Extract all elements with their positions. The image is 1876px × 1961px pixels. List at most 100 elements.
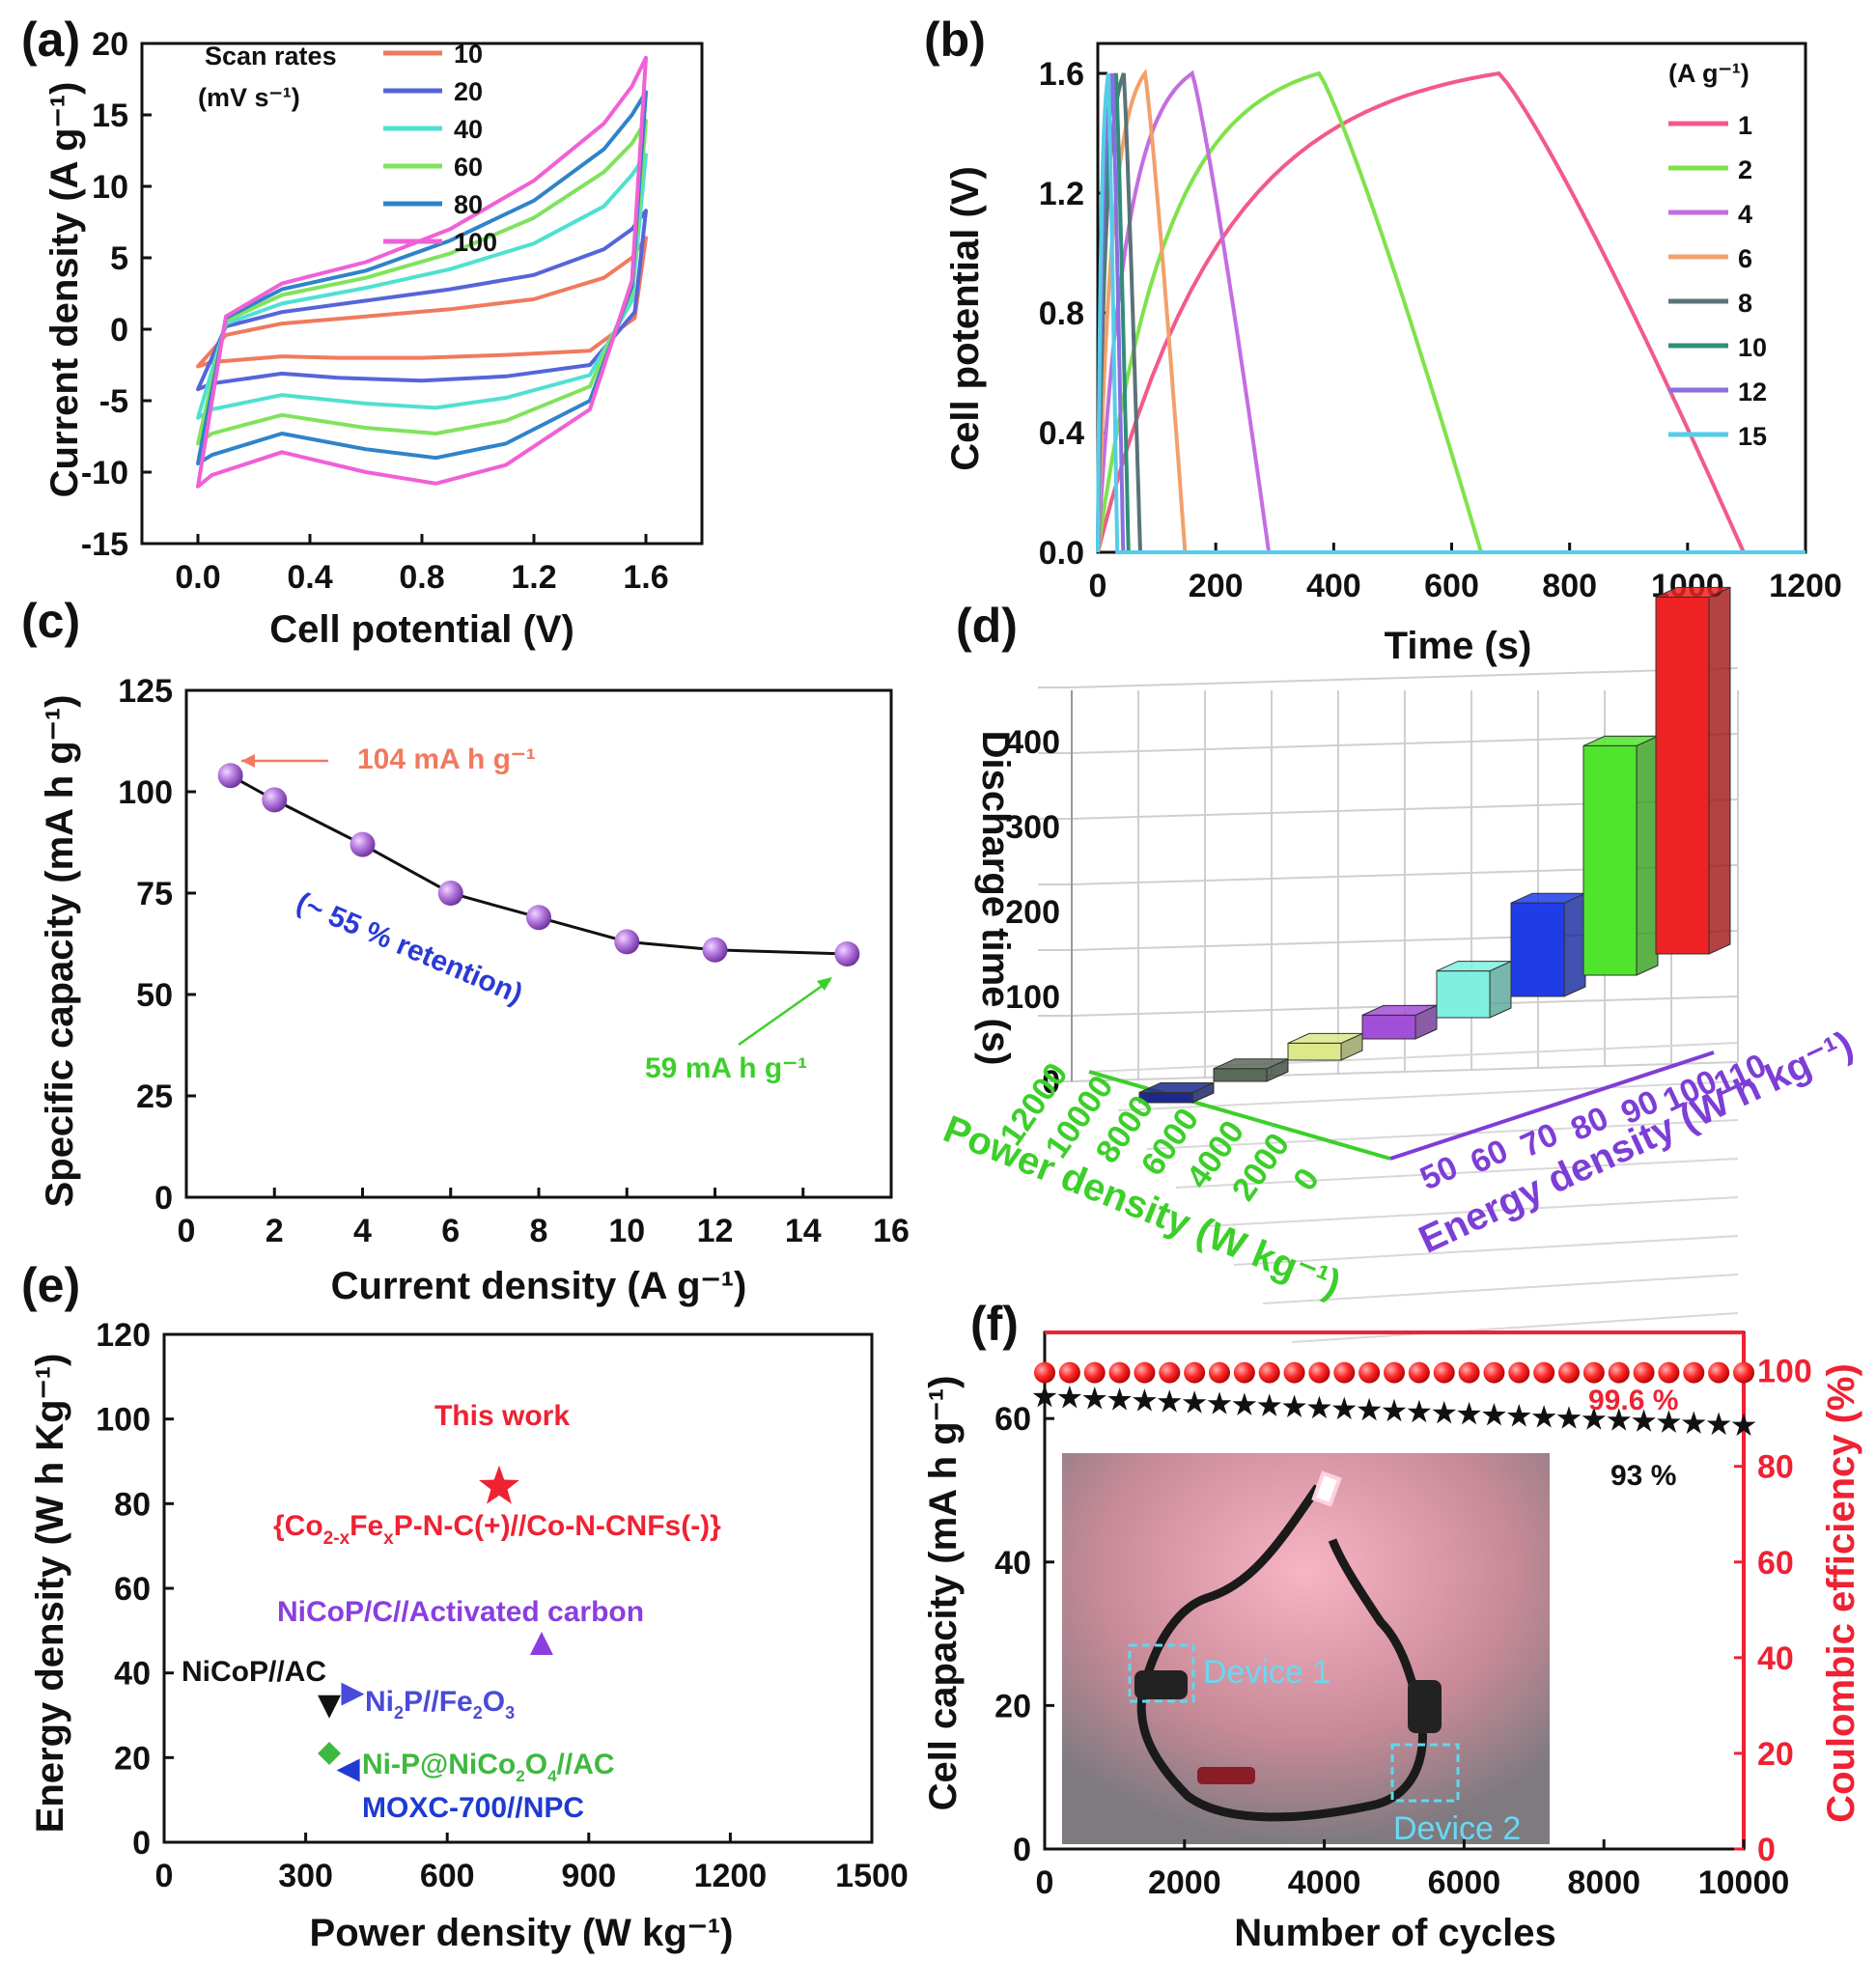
efficiency-point [1533, 1361, 1555, 1384]
capacity-point [834, 941, 860, 966]
x-tick-label: 2 [266, 1213, 284, 1249]
capacity-star [1706, 1412, 1731, 1436]
formula-part: Fe [350, 1510, 383, 1542]
inset-wire [1136, 1484, 1427, 1822]
capacity-star [1257, 1393, 1282, 1416]
inset-led [1311, 1471, 1342, 1507]
x-tick-label: 1200 [1769, 568, 1842, 604]
capacity-point [614, 929, 640, 955]
y-tick-label: 80 [114, 1486, 151, 1523]
floor-line [1291, 1312, 1739, 1343]
x-tick-label: 6000 [1428, 1864, 1501, 1901]
y-tick-label: 0 [132, 1825, 151, 1862]
panel-d: (d) 010020030040012000100008000600040002… [938, 586, 1860, 1343]
panel-label-a: (a) [21, 13, 80, 67]
efficiency-point [1159, 1361, 1181, 1384]
y-tick-label: 0.4 [1039, 415, 1084, 452]
point-marker [318, 1741, 342, 1765]
power-tick-label: 0 [1286, 1162, 1327, 1197]
gcd-curves [1096, 68, 1806, 554]
capacity-star [1182, 1390, 1207, 1414]
y-tick-label: 0.8 [1039, 295, 1084, 332]
efficiency-point [1733, 1361, 1754, 1384]
capacity-star [1382, 1398, 1407, 1422]
bar-front [1361, 1014, 1416, 1040]
x-tick-label: 1.2 [511, 559, 556, 596]
capacity-star [1556, 1406, 1582, 1429]
annotation-retention-f: 93 % [1610, 1460, 1676, 1492]
legend-label: 10 [454, 40, 483, 69]
energy-axis [1389, 1051, 1715, 1161]
y-tick-label: 0.0 [1039, 535, 1084, 572]
y-tick-label: 25 [136, 1079, 173, 1115]
x-tick-label: 200 [1189, 568, 1244, 604]
capacity-star [1307, 1395, 1331, 1419]
bar-side-shade [1267, 1058, 1288, 1081]
y-tick-label: 60 [114, 1571, 151, 1608]
efficiency-point [1083, 1361, 1106, 1384]
bar-top [1655, 586, 1731, 598]
plot-frame-c [184, 688, 893, 1199]
annotation-arrowhead-59 [817, 977, 832, 991]
x-axis-label-a: Cell potential (V) [269, 608, 574, 651]
bar-front [1510, 902, 1565, 997]
y-tick-label: 0 [1013, 1832, 1031, 1868]
bars-3d [1138, 586, 1731, 1104]
efficiency-point [1408, 1361, 1430, 1384]
floor-line [1117, 1080, 1739, 1111]
y-tick-label: 120 [96, 1317, 151, 1354]
x-tick-label: 600 [420, 1858, 475, 1894]
y-axis-label-e: Energy density (W h Kg⁻¹) [29, 1354, 71, 1834]
inset-device-1 [1134, 1670, 1188, 1699]
capacity-star [1232, 1392, 1257, 1415]
y-tick-label: 20 [114, 1740, 151, 1777]
nip-part: Ni-P@NiCo [362, 1749, 516, 1780]
legend-label: 40 [454, 115, 483, 144]
x-axis-label-f: Number of cycles [1234, 1912, 1555, 1954]
x-tick-label: 0 [155, 1858, 174, 1894]
device-1-box [1128, 1643, 1195, 1703]
y-axis-label-c: Specific capacity (mA h g⁻¹) [39, 695, 81, 1208]
device-1-label: Device 1 [1203, 1654, 1330, 1691]
label-nip: Ni-P@NiCo2O4//AC [362, 1749, 615, 1785]
bar-top [1138, 1081, 1215, 1093]
x-tick-label: 0.0 [175, 559, 220, 596]
x-tick-label: 0 [1036, 1864, 1054, 1901]
y-tick-label: 125 [118, 673, 173, 710]
y-tick-label: 1.2 [1039, 176, 1084, 212]
x-tick-label: 12 [697, 1213, 734, 1249]
label-ni2p: Ni2P//Fe2O3 [365, 1686, 515, 1723]
annotation-arrow-59 [738, 978, 831, 1047]
efficiency-point [1483, 1361, 1505, 1384]
cv-curve-60 [196, 118, 648, 446]
capacity-star [1157, 1389, 1182, 1413]
efficiency-point [1558, 1361, 1580, 1384]
label-this-work-formula: {Co2-xFexP-N-C(+)//Co-N-CNFs(-)} [273, 1510, 721, 1549]
energy-tick-label: 50 [1414, 1149, 1463, 1197]
axis-ticks-a: 0.0 0.4 0.8 1.2 1.6 -15 -10 -5 0 5 10 15 20 [81, 26, 669, 596]
bar-front [1655, 596, 1710, 955]
capacity-star [1657, 1410, 1681, 1433]
point-marker [318, 1695, 342, 1719]
capacity-line [229, 773, 848, 956]
formula-part: P-N-C(+)//Co-N-CNFs(-)} [394, 1510, 721, 1542]
capacity-star [1531, 1405, 1556, 1428]
x-tick-label: 0 [178, 1213, 196, 1249]
formula-part: 2-x [323, 1528, 350, 1549]
capacity-star [1457, 1401, 1481, 1425]
y-tick-label: 40 [114, 1656, 151, 1693]
capacity-star [1057, 1385, 1082, 1409]
legend-label: 15 [1738, 422, 1767, 451]
x-tick-label: 1200 [694, 1858, 768, 1894]
y-tick-label: 1.6 [1039, 56, 1084, 93]
power-axis [1088, 1070, 1391, 1161]
legend-a: 10 20 40 60 80 100 [383, 40, 497, 257]
grid-line [1071, 667, 1739, 688]
bar-side-shade [1637, 736, 1658, 975]
panel-label-e: (e) [21, 1258, 80, 1312]
capacity-star [1133, 1388, 1157, 1412]
legend-label: 100 [454, 228, 497, 257]
formula-part: x [383, 1528, 394, 1549]
y-tick-label: 50 [136, 977, 173, 1014]
efficiency-point [1582, 1361, 1605, 1384]
